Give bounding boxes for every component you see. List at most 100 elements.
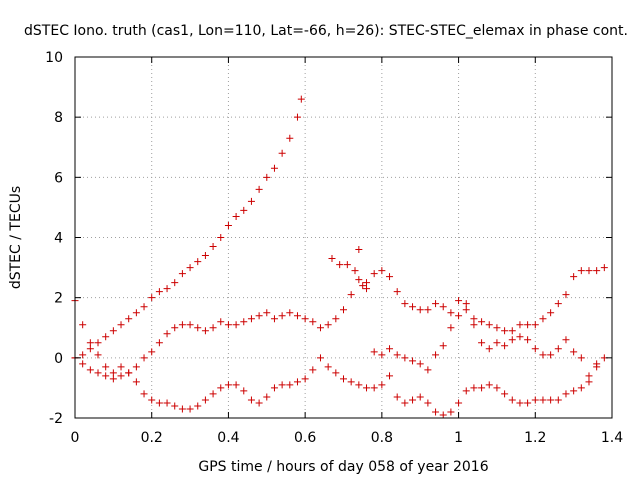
data-point bbox=[240, 206, 248, 214]
y-tick-label: 0 bbox=[54, 351, 63, 367]
data-point bbox=[301, 375, 309, 383]
data-point bbox=[224, 321, 232, 329]
data-point bbox=[409, 357, 417, 365]
data-point bbox=[439, 411, 447, 419]
chart-title: dSTEC Iono. truth (cas1, Lon=110, Lat=-6… bbox=[24, 23, 628, 39]
data-point bbox=[577, 384, 585, 392]
data-point bbox=[286, 134, 294, 142]
data-point bbox=[386, 273, 394, 281]
data-point bbox=[470, 384, 478, 392]
data-point bbox=[255, 312, 263, 320]
data-point bbox=[600, 264, 608, 272]
data-point bbox=[378, 381, 386, 389]
data-point bbox=[171, 279, 179, 287]
data-point bbox=[524, 321, 532, 329]
data-point bbox=[125, 369, 133, 377]
data-point bbox=[247, 315, 255, 323]
data-point bbox=[478, 384, 486, 392]
data-point bbox=[293, 378, 301, 386]
data-point bbox=[501, 390, 509, 398]
data-point bbox=[432, 408, 440, 416]
data-point bbox=[148, 396, 156, 404]
x-axis-label: GPS time / hours of day 058 of year 2016 bbox=[198, 459, 488, 475]
data-point bbox=[409, 396, 417, 404]
data-point bbox=[585, 378, 593, 386]
data-point bbox=[516, 399, 524, 407]
data-point bbox=[255, 399, 263, 407]
data-point bbox=[531, 321, 539, 329]
data-point bbox=[508, 336, 516, 344]
data-point bbox=[493, 324, 501, 332]
data-point bbox=[293, 312, 301, 320]
data-point bbox=[286, 381, 294, 389]
data-point bbox=[570, 348, 578, 356]
data-point bbox=[79, 360, 87, 368]
data-point bbox=[585, 372, 593, 380]
data-point bbox=[416, 393, 424, 401]
data-point bbox=[247, 197, 255, 205]
data-point bbox=[201, 252, 209, 260]
data-point bbox=[401, 354, 409, 362]
x-tick-label: 0 bbox=[71, 430, 80, 446]
data-point bbox=[485, 321, 493, 329]
data-point bbox=[363, 384, 371, 392]
series-arc-late bbox=[328, 246, 601, 380]
data-point bbox=[278, 149, 286, 157]
data-point bbox=[593, 360, 601, 368]
series-arc-mid bbox=[71, 264, 608, 380]
data-point bbox=[286, 309, 294, 317]
data-point bbox=[79, 321, 87, 329]
data-point bbox=[132, 309, 140, 317]
data-point bbox=[178, 321, 186, 329]
data-point bbox=[232, 381, 240, 389]
data-point bbox=[209, 390, 217, 398]
data-point bbox=[439, 342, 447, 350]
data-point bbox=[351, 267, 359, 275]
data-point bbox=[163, 330, 171, 338]
y-tick-label: 6 bbox=[54, 170, 63, 186]
y-tick-label: -2 bbox=[49, 411, 63, 427]
data-point bbox=[209, 243, 217, 251]
data-point bbox=[577, 267, 585, 275]
data-point bbox=[531, 345, 539, 353]
data-point bbox=[278, 381, 286, 389]
data-point bbox=[347, 378, 355, 386]
data-point bbox=[554, 345, 562, 353]
data-point bbox=[355, 381, 363, 389]
data-point bbox=[340, 375, 347, 383]
y-tick-label: 10 bbox=[45, 50, 63, 66]
data-point bbox=[301, 315, 309, 323]
data-point bbox=[455, 297, 463, 305]
data-point bbox=[370, 348, 378, 356]
data-point bbox=[148, 348, 156, 356]
data-point bbox=[132, 378, 140, 386]
data-point bbox=[370, 384, 378, 392]
data-point bbox=[355, 276, 363, 284]
tick-labels: 0 0.2 0.4 0.6 0.8 1 1.2 1.4 -2 0 2 4 6 8 10 bbox=[45, 50, 623, 446]
data-point bbox=[109, 375, 117, 383]
data-point bbox=[316, 324, 324, 332]
data-point bbox=[201, 396, 209, 404]
data-point bbox=[355, 246, 363, 254]
data-point bbox=[178, 270, 186, 278]
data-point bbox=[217, 234, 225, 241]
x-tick-label: 1.4 bbox=[601, 430, 623, 446]
data-point bbox=[570, 273, 578, 281]
data-point bbox=[109, 327, 117, 335]
x-tick-label: 0.8 bbox=[371, 430, 393, 446]
data-point bbox=[478, 339, 486, 347]
data-point bbox=[94, 339, 102, 347]
data-point bbox=[102, 372, 110, 380]
data-point bbox=[340, 306, 347, 314]
data-point bbox=[324, 321, 332, 329]
data-point bbox=[455, 399, 463, 407]
data-point bbox=[86, 345, 94, 353]
data-point bbox=[309, 366, 317, 374]
data-point bbox=[140, 354, 148, 362]
data-point bbox=[255, 185, 263, 193]
data-point bbox=[416, 360, 424, 368]
data-point bbox=[240, 318, 248, 326]
data-point bbox=[462, 387, 470, 395]
x-tick-label: 1.2 bbox=[524, 430, 546, 446]
